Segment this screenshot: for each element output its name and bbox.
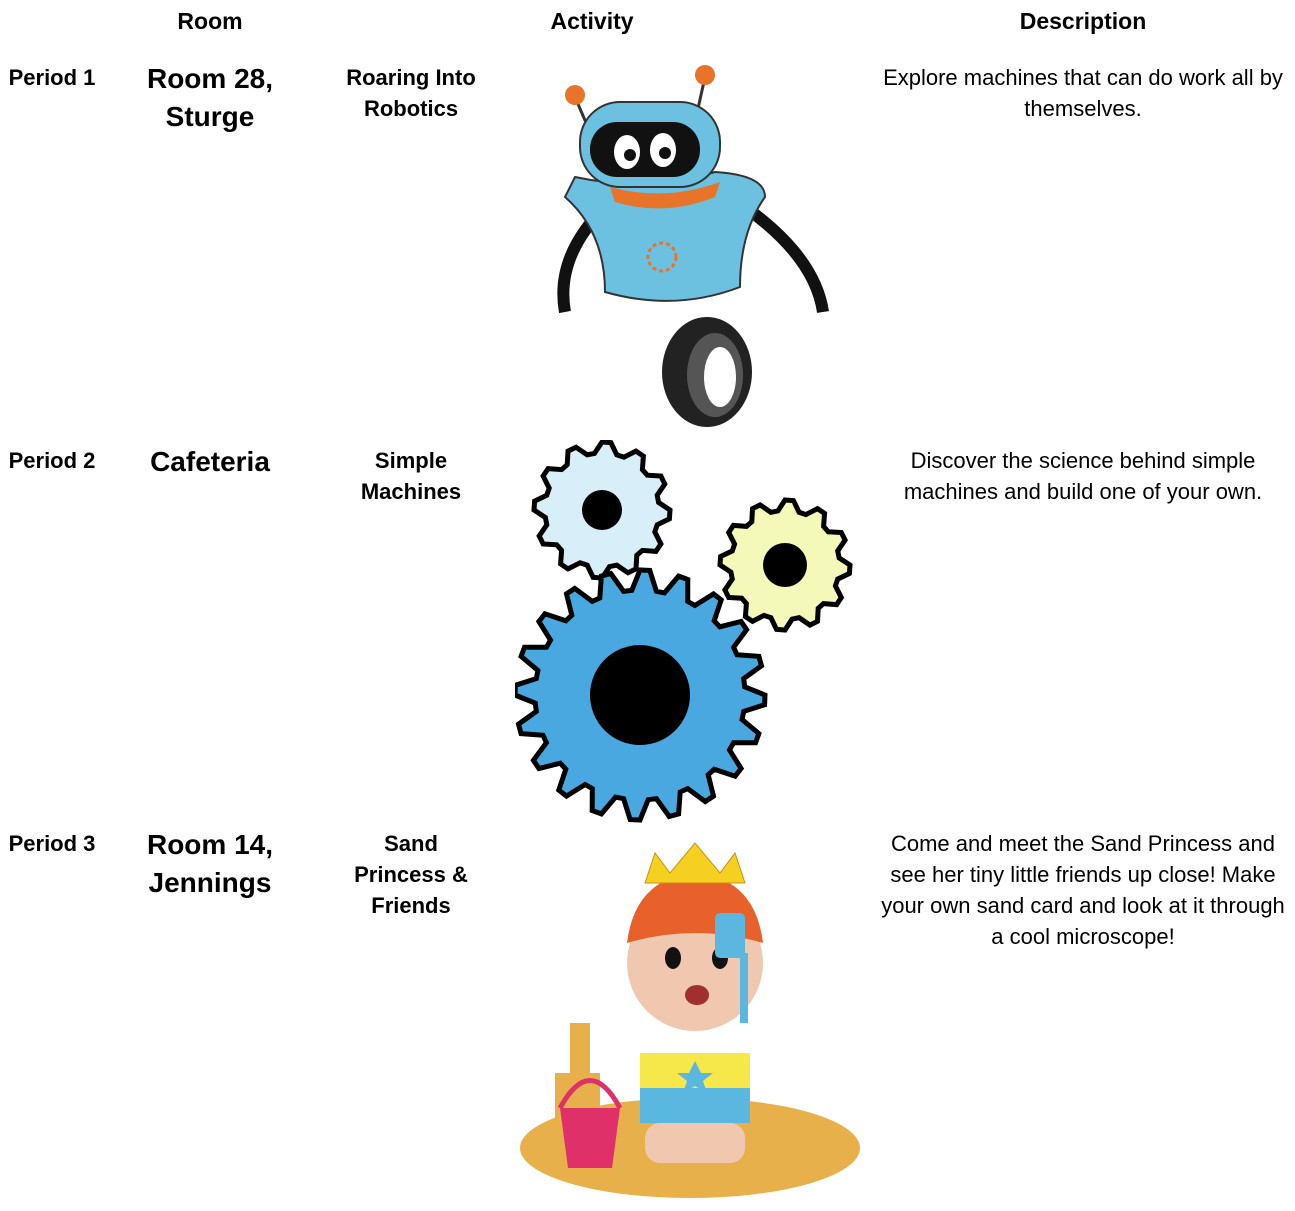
row: Period 1 Room 28, Sturge Roaring Into Ro…: [0, 62, 1295, 445]
period: Period 2: [8, 448, 96, 473]
period: Period 3: [8, 831, 96, 856]
description: Come and meet the Sand Princess and see …: [881, 831, 1285, 949]
header-activity: Activity: [550, 8, 634, 34]
gear-hole: [763, 543, 807, 587]
room: Room 14, Jennings: [146, 829, 274, 898]
description: Explore machines that can do work all by…: [883, 65, 1283, 121]
period: Period 1: [8, 65, 96, 90]
sand-princess-image: [520, 842, 860, 1198]
activity: Roaring Into Robotics: [346, 65, 476, 121]
gears-image: [515, 440, 853, 823]
header-description: Description: [1019, 8, 1147, 34]
room: Room 28, Sturge: [146, 63, 274, 132]
description: Discover the science behind simple machi…: [903, 448, 1263, 504]
row: Period 3 Room 14, Jennings Sand Princess…: [0, 828, 1295, 1211]
header-room: Room: [177, 8, 243, 34]
row: Period 2 Cafeteria Simple Machines Disco…: [0, 440, 1295, 828]
robot-image: [557, 65, 829, 427]
gear-hole: [590, 645, 690, 745]
room: Cafeteria: [150, 446, 270, 477]
gear-hole: [582, 490, 622, 530]
activity: Simple Machines: [360, 448, 462, 504]
activity: Sand Princess & Friends: [354, 831, 468, 918]
